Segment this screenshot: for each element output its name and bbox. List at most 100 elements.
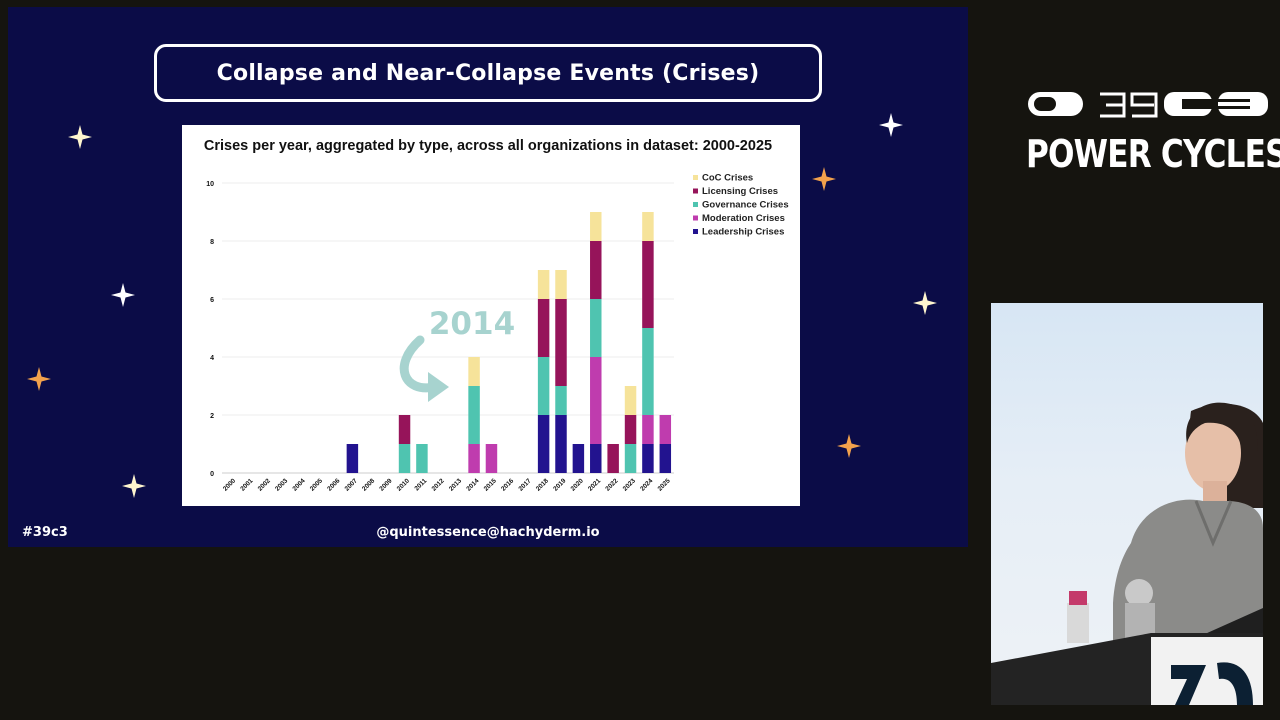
chart-panel: Crises per year, aggregated by type, acr…: [182, 125, 800, 506]
x-tick-label: 2007: [344, 477, 359, 492]
x-tick-label: 2014: [465, 477, 480, 492]
stacked-bar-chart: Crises per year, aggregated by type, acr…: [204, 138, 789, 493]
bar-segment-coc-2014: [468, 357, 480, 386]
speaker-camera: [991, 303, 1263, 705]
x-tick-label: 2016: [500, 477, 515, 492]
x-tick-label: 2019: [552, 477, 567, 492]
bar-segment-licensing-2018: [537, 299, 550, 357]
x-tick-label: 2023: [622, 477, 637, 492]
event-logo: [1028, 92, 1268, 118]
x-tick-label: 2006: [326, 477, 341, 492]
x-tick-label: 2020: [570, 477, 585, 492]
star-icon: [68, 125, 92, 149]
star-icon: [913, 291, 937, 315]
x-tick-label: 2015: [483, 477, 498, 492]
bar-segment-coc-2018: [537, 270, 550, 299]
x-tick-label: 2003: [274, 477, 289, 492]
curved-arrow-icon: [399, 335, 439, 393]
bar-segment-governance-2024: [642, 328, 654, 415]
x-tick-label: 2000: [222, 477, 237, 492]
bar-segment-leadership-2019: [555, 415, 567, 473]
x-tick-label: 2011: [413, 477, 428, 492]
bar-segment-coc-2019: [555, 270, 567, 299]
event-name: POWER CYCLES: [1026, 132, 1280, 176]
star-icon: [837, 434, 861, 458]
y-tick-label: 4: [210, 355, 214, 362]
x-tick-label: 2005: [309, 477, 324, 492]
speaker-scene: [991, 402, 1263, 705]
x-tick-label: 2010: [396, 477, 411, 492]
y-tick-label: 10: [206, 181, 214, 188]
conference-hashtag: #39c3: [22, 525, 68, 540]
bar-segment-leadership-2018: [537, 415, 550, 473]
bar-segment-governance-2018: [537, 357, 550, 415]
bar-segment-licensing-2023: [624, 415, 637, 444]
bar-segment-leadership-2021: [590, 444, 602, 473]
legend-label: Moderation Crises: [702, 213, 785, 224]
chart-title: Crises per year, aggregated by type, acr…: [204, 138, 772, 154]
bar-segment-coc-2023: [624, 386, 637, 415]
bar-segment-coc-2021: [590, 212, 602, 241]
x-tick-label: 2025: [657, 477, 672, 492]
x-tick-label: 2022: [604, 477, 619, 492]
x-tick-label: 2004: [291, 477, 306, 492]
annotation-2014: 2014: [399, 306, 515, 402]
x-tick-label: 2017: [517, 477, 532, 492]
bar-segment-licensing-2021: [590, 241, 602, 299]
bar-segment-moderation-2024: [642, 415, 654, 444]
x-tick-label: 2008: [361, 477, 376, 492]
star-icon: [879, 113, 903, 137]
bar-segment-licensing-2022: [607, 444, 619, 473]
bar-segment-licensing-2010: [398, 415, 411, 444]
bar-segment-moderation-2014: [468, 444, 480, 473]
y-tick-label: 2: [210, 413, 214, 420]
bar-segment-moderation-2025: [659, 415, 672, 444]
legend-label: Licensing Crises: [702, 186, 778, 197]
bar-segment-governance-2021: [590, 299, 602, 357]
bar-segment-leadership-2007: [346, 444, 359, 473]
star-icon: [27, 367, 51, 391]
legend-label: CoC Crises: [702, 173, 753, 184]
star-icon: [812, 167, 836, 191]
legend-label: Governance Crises: [702, 200, 789, 211]
star-icon: [122, 474, 146, 498]
legend-swatch-moderation: [693, 215, 698, 221]
x-tick-label: 2001: [239, 477, 254, 492]
bar-segment-licensing-2024: [642, 241, 654, 328]
bar-segment-moderation-2015: [485, 444, 498, 473]
star-icon: [111, 283, 135, 307]
bar-segment-governance-2014: [468, 386, 480, 444]
x-tick-label: 2002: [257, 477, 272, 492]
chart-legend: CoC Crises Licensing Crises Governance Cri…: [693, 173, 789, 238]
bar-segment-leadership-2024: [642, 444, 654, 473]
annotation-label: 2014: [429, 306, 515, 342]
x-tick-label: 2009: [378, 477, 393, 492]
x-tick-label: 2012: [431, 477, 446, 492]
bar-segment-governance-2023: [624, 444, 637, 473]
legend-swatch-governance: [693, 202, 698, 207]
bar-segment-governance-2019: [555, 386, 567, 415]
bar-segment-moderation-2021: [590, 357, 602, 444]
legend-swatch-coc: [693, 175, 698, 180]
y-tick-label: 0: [210, 471, 214, 478]
bar-segment-governance-2010: [398, 444, 411, 473]
bar-segment-leadership-2025: [659, 444, 672, 473]
x-tick-label: 2018: [535, 477, 550, 492]
bar-segment-coc-2024: [642, 212, 654, 241]
x-tick-label: 2021: [587, 477, 602, 492]
x-tick-label: 2013: [448, 477, 463, 492]
legend-label: Leadership Crises: [702, 227, 784, 238]
bar-segment-leadership-2020: [572, 444, 585, 473]
presentation-slide: Collapse and Near-Collapse Events (Crise…: [8, 7, 968, 547]
bar-segment-governance-2011: [416, 444, 428, 473]
legend-swatch-licensing: [693, 188, 698, 194]
y-tick-label: 6: [210, 297, 214, 304]
slide-title: Collapse and Near-Collapse Events (Crise…: [216, 60, 760, 86]
speaker-handle: @quintessence@hachyderm.io: [376, 525, 600, 540]
legend-swatch-leadership: [693, 229, 698, 234]
arrow-head-icon: [428, 372, 449, 402]
x-tick-label: 2024: [639, 477, 654, 492]
y-tick-label: 8: [210, 239, 214, 246]
slide-title-box: Collapse and Near-Collapse Events (Crise…: [154, 44, 822, 102]
